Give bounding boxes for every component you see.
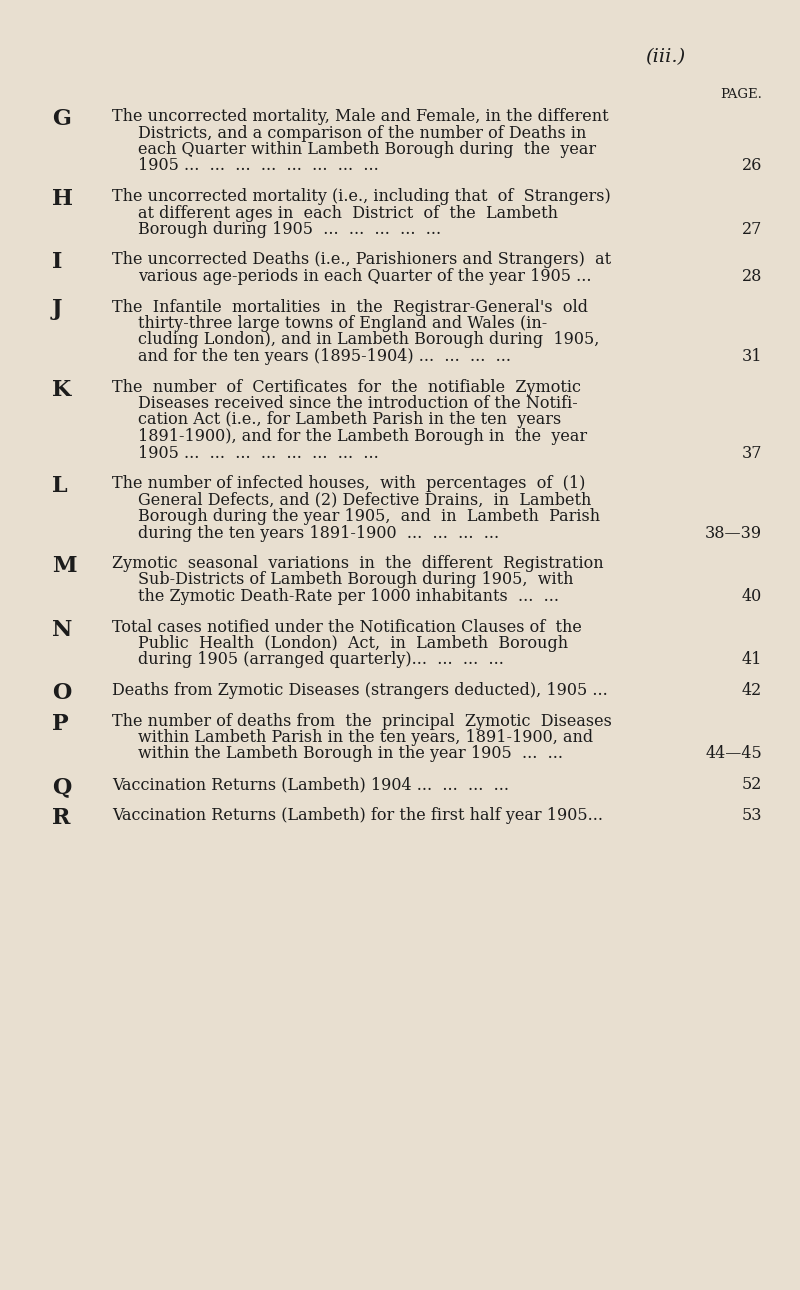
Text: General Defects, and (2) Defective Drains,  in  Lambeth: General Defects, and (2) Defective Drain… (138, 491, 591, 508)
Text: Zymotic  seasonal  variations  in  the  different  Registration: Zymotic seasonal variations in the diffe… (112, 555, 604, 571)
Text: thirty-three large towns of England and Wales (in-: thirty-three large towns of England and … (138, 315, 547, 332)
Text: 37: 37 (742, 445, 762, 462)
Text: 1905 ...  ...  ...  ...  ...  ...  ...  ...: 1905 ... ... ... ... ... ... ... ... (138, 445, 378, 462)
Text: O: O (52, 682, 71, 704)
Text: within Lambeth Parish in the ten years, 1891-1900, and: within Lambeth Parish in the ten years, … (138, 729, 593, 746)
Text: Deaths from Zymotic Diseases (strangers deducted), 1905 ...: Deaths from Zymotic Diseases (strangers … (112, 682, 608, 699)
Text: H: H (52, 188, 73, 210)
Text: 1891-1900), and for the Lambeth Borough in  the  year: 1891-1900), and for the Lambeth Borough … (138, 428, 587, 445)
Text: cluding London), and in Lambeth Borough during  1905,: cluding London), and in Lambeth Borough … (138, 332, 599, 348)
Text: The  Infantile  mortalities  in  the  Registrar-General's  old: The Infantile mortalities in the Registr… (112, 298, 588, 316)
Text: Borough during 1905  ...  ...  ...  ...  ...: Borough during 1905 ... ... ... ... ... (138, 221, 441, 237)
Text: G: G (52, 108, 71, 130)
Text: 44—45: 44—45 (706, 746, 762, 762)
Text: 38—39: 38—39 (705, 525, 762, 542)
Text: Q: Q (52, 777, 71, 799)
Text: during 1905 (arranged quarterly)...  ...  ...  ...: during 1905 (arranged quarterly)... ... … (138, 651, 504, 668)
Text: Total cases notified under the Notification Clauses of  the: Total cases notified under the Notificat… (112, 618, 582, 636)
Text: various age-periods in each Quarter of the year 1905 ...: various age-periods in each Quarter of t… (138, 268, 591, 285)
Text: The  number  of  Certificates  for  the  notifiable  Zymotic: The number of Certificates for the notif… (112, 378, 581, 396)
Text: N: N (52, 618, 72, 641)
Text: L: L (52, 475, 68, 497)
Text: 27: 27 (742, 221, 762, 237)
Text: Public  Health  (London)  Act,  in  Lambeth  Borough: Public Health (London) Act, in Lambeth B… (138, 635, 568, 651)
Text: J: J (52, 298, 62, 320)
Text: 53: 53 (742, 806, 762, 823)
Text: Vaccination Returns (Lambeth) for the first half year 1905...: Vaccination Returns (Lambeth) for the fi… (112, 806, 603, 823)
Text: 26: 26 (742, 157, 762, 174)
Text: M: M (52, 555, 77, 577)
Text: Sub-Districts of Lambeth Borough during 1905,  with: Sub-Districts of Lambeth Borough during … (138, 571, 574, 588)
Text: PAGE.: PAGE. (720, 88, 762, 101)
Text: The uncorrected Deaths (i.e., Parishioners and Strangers)  at: The uncorrected Deaths (i.e., Parishione… (112, 252, 611, 268)
Text: (iii.): (iii.) (645, 48, 686, 66)
Text: at different ages in  each  District  of  the  Lambeth: at different ages in each District of th… (138, 205, 558, 222)
Text: P: P (52, 712, 69, 734)
Text: The number of deaths from  the  principal  Zymotic  Diseases: The number of deaths from the principal … (112, 712, 612, 730)
Text: The number of infected houses,  with  percentages  of  (1): The number of infected houses, with perc… (112, 475, 586, 491)
Text: 31: 31 (742, 348, 762, 365)
Text: Districts, and a comparison of the number of Deaths in: Districts, and a comparison of the numbe… (138, 125, 586, 142)
Text: within the Lambeth Borough in the year 1905  ...  ...: within the Lambeth Borough in the year 1… (138, 746, 563, 762)
Text: 52: 52 (742, 777, 762, 793)
Text: 42: 42 (742, 682, 762, 699)
Text: Diseases received since the introduction of the Notifi-: Diseases received since the introduction… (138, 395, 578, 412)
Text: during the ten years 1891-1900  ...  ...  ...  ...: during the ten years 1891-1900 ... ... .… (138, 525, 499, 542)
Text: the Zymotic Death-Rate per 1000 inhabitants  ...  ...: the Zymotic Death-Rate per 1000 inhabita… (138, 588, 559, 605)
Text: cation Act (i.e., for Lambeth Parish in the ten  years: cation Act (i.e., for Lambeth Parish in … (138, 412, 562, 428)
Text: K: K (52, 378, 71, 400)
Text: 41: 41 (742, 651, 762, 668)
Text: and for the ten years (1895-1904) ...  ...  ...  ...: and for the ten years (1895-1904) ... ..… (138, 348, 511, 365)
Text: Borough during the year 1905,  and  in  Lambeth  Parish: Borough during the year 1905, and in Lam… (138, 508, 600, 525)
Text: The uncorrected mortality (i.e., including that  of  Strangers): The uncorrected mortality (i.e., includi… (112, 188, 610, 205)
Text: R: R (52, 806, 70, 828)
Text: 1905 ...  ...  ...  ...  ...  ...  ...  ...: 1905 ... ... ... ... ... ... ... ... (138, 157, 378, 174)
Text: Vaccination Returns (Lambeth) 1904 ...  ...  ...  ...: Vaccination Returns (Lambeth) 1904 ... .… (112, 777, 509, 793)
Text: The uncorrected mortality, Male and Female, in the different: The uncorrected mortality, Male and Fema… (112, 108, 609, 125)
Text: each Quarter within Lambeth Borough during  the  year: each Quarter within Lambeth Borough duri… (138, 141, 596, 157)
Text: 28: 28 (742, 268, 762, 285)
Text: I: I (52, 252, 62, 273)
Text: 40: 40 (742, 588, 762, 605)
